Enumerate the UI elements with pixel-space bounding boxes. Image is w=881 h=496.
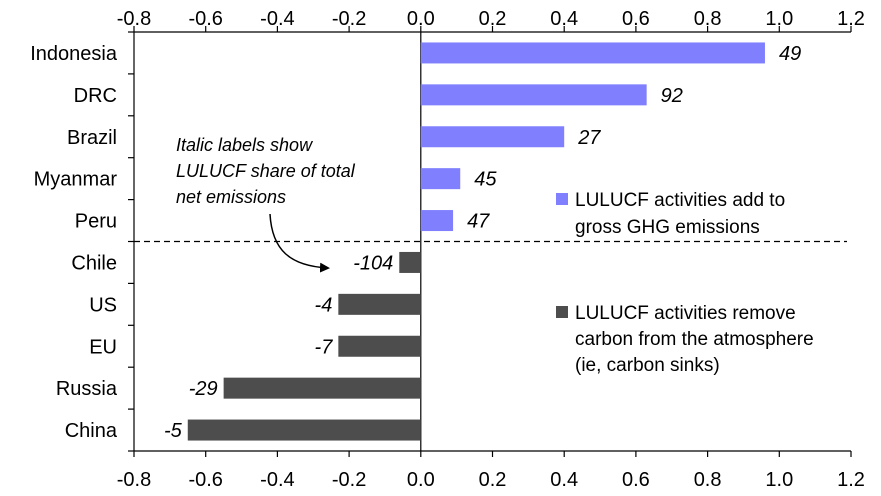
bar-china <box>187 419 421 441</box>
data-label: -7 <box>315 336 334 358</box>
legend-text-negative: (ie, carbon sinks) <box>575 355 720 376</box>
data-label: -104 <box>353 252 393 274</box>
data-label: -5 <box>164 420 183 442</box>
bar-russia <box>223 377 421 399</box>
category-label: Russia <box>56 378 118 400</box>
bar-us <box>338 293 421 315</box>
legend-text-negative: carbon from the atmosphere <box>575 329 814 350</box>
data-label: 49 <box>779 43 801 65</box>
top-tick-label: 1.0 <box>765 8 793 30</box>
category-label: China <box>65 420 118 442</box>
annotation-text: Italic labels show <box>176 135 313 155</box>
category-label: EU <box>89 336 117 358</box>
annotation-text: net emissions <box>176 187 286 207</box>
legend-text-positive: gross GHG emissions <box>575 217 760 238</box>
category-label: Brazil <box>67 127 117 149</box>
category-label: Myanmar <box>34 169 118 191</box>
data-label: -4 <box>315 294 333 316</box>
bottom-tick-label: 0.2 <box>479 469 507 491</box>
bottom-tick-label: -0.8 <box>117 469 151 491</box>
bottom-tick-label: 0.4 <box>550 469 578 491</box>
category-label: DRC <box>74 85 117 107</box>
legend-text-positive: LULUCF activities add to <box>575 190 785 211</box>
annotation-arrow <box>269 213 330 273</box>
top-tick-label: 0.2 <box>479 8 507 30</box>
bar-peru <box>420 210 454 232</box>
axes-layer: -0.8 -0.8 -0.6 -0.6 -0.4 -0.4 -0.2 -0.2 0.0 0.0 0.… <box>117 8 865 491</box>
bottom-tick-label: 0.8 <box>694 469 722 491</box>
bottom-tick-label: -0.2 <box>332 469 366 491</box>
top-tick-label: 0.6 <box>622 8 650 30</box>
legend: LULUCF activities add to gross GHG emissi… <box>556 190 814 376</box>
top-tick-label: 0.4 <box>550 8 578 30</box>
bar-indonesia <box>420 42 765 64</box>
top-tick-label: 1.2 <box>837 8 865 30</box>
data-label: 45 <box>474 169 497 191</box>
bottom-tick-label: 1.2 <box>837 469 865 491</box>
bar-brazil <box>420 126 565 148</box>
bottom-tick-label: 0.6 <box>622 469 650 491</box>
bars-layer <box>187 42 765 441</box>
category-label: Chile <box>71 252 117 274</box>
top-tick-label: -0.2 <box>332 8 366 30</box>
legend-text-negative: LULUCF activities remove <box>575 303 796 324</box>
data-label: 92 <box>661 85 683 107</box>
bar-eu <box>338 335 421 357</box>
bottom-tick-label: 0.0 <box>407 469 435 491</box>
annotation-text: LULUCF share of total <box>176 161 356 181</box>
data-label: 27 <box>577 127 601 149</box>
category-label: Peru <box>75 211 117 233</box>
bar-myanmar <box>420 168 461 190</box>
bar-chile <box>399 251 421 273</box>
data-label: -29 <box>189 378 218 400</box>
bar-drc <box>420 84 647 106</box>
bottom-tick-label: -0.4 <box>260 469 294 491</box>
category-label: Indonesia <box>30 43 118 65</box>
category-label: US <box>89 294 117 316</box>
legend-swatch-negative <box>556 306 568 318</box>
top-tick-label: -0.8 <box>117 8 151 30</box>
labels-layer: Indonesia 49 DRC 92 Brazil 27 Myanmar 45 Peru 47 C… <box>30 43 801 442</box>
data-label: 47 <box>467 211 490 233</box>
top-tick-label: -0.6 <box>188 8 222 30</box>
top-tick-label: 0.8 <box>694 8 722 30</box>
annotation: Italic labels show LULUCF share of total n… <box>176 135 356 273</box>
top-tick-label: -0.4 <box>260 8 294 30</box>
bottom-tick-label: 1.0 <box>765 469 793 491</box>
bottom-tick-label: -0.6 <box>188 469 222 491</box>
legend-swatch-positive <box>556 193 568 205</box>
top-tick-label: 0.0 <box>407 8 435 30</box>
